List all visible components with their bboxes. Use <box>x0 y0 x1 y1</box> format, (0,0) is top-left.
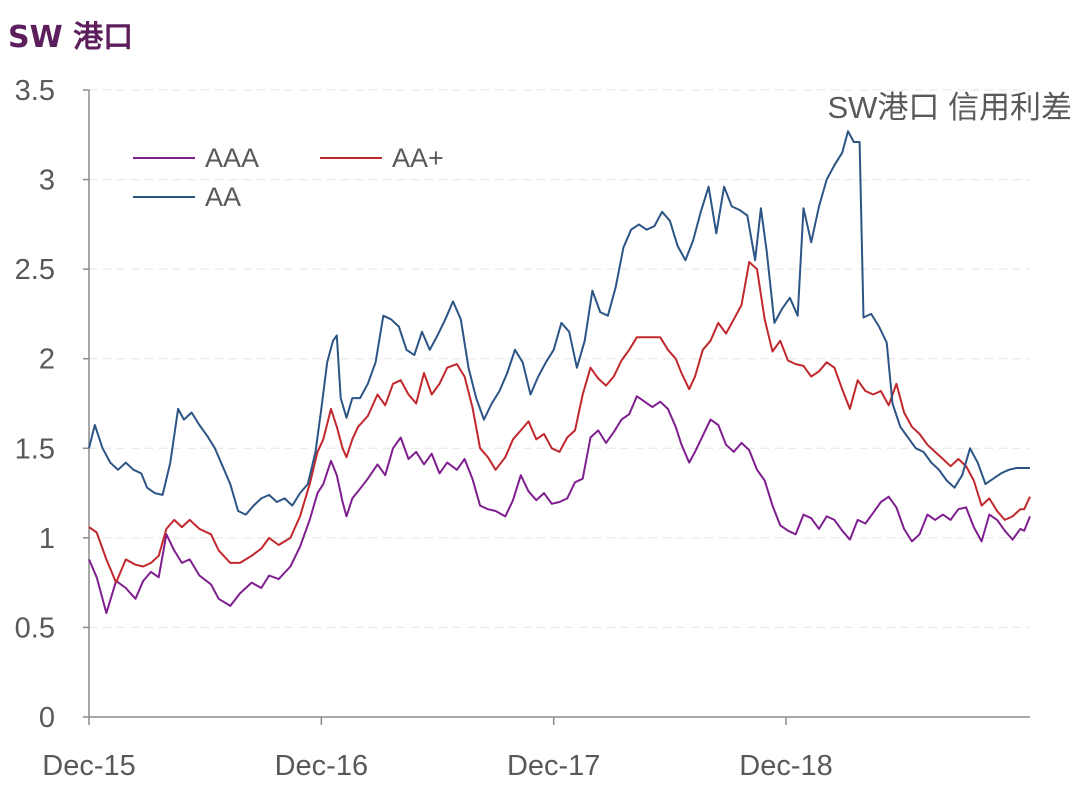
series-lines <box>88 130 1031 615</box>
page-title: SW 港口 <box>8 20 134 55</box>
x-tick-label: Dec-18 <box>739 750 833 782</box>
grid-lines <box>89 89 1030 628</box>
axes <box>88 90 1030 718</box>
legend-label: AA <box>205 182 241 212</box>
legend: AAA AA+ AA <box>133 143 444 212</box>
legend-label: AAA <box>205 143 259 173</box>
x-tick-label: Dec-15 <box>42 750 136 782</box>
legend-label: AA+ <box>392 143 444 173</box>
x-axis-ticks: Dec-15 Dec-16 Dec-17 Dec-18 <box>42 717 833 782</box>
series-line-aa-plus <box>88 261 1031 584</box>
y-tick-label: 0.5 <box>15 612 55 644</box>
series-line-aaa <box>88 395 1031 615</box>
y-tick-label: 2 <box>39 344 55 376</box>
y-tick-label: 1 <box>39 523 55 555</box>
chart-title: SW港口 信用利差 <box>827 90 1072 125</box>
y-tick-label: 0 <box>39 702 55 734</box>
x-tick-label: Dec-16 <box>275 750 369 782</box>
x-tick-label: Dec-17 <box>507 750 601 782</box>
series-line-aa <box>88 130 1030 516</box>
y-tick-label: 3 <box>39 165 55 197</box>
y-tick-label: 1.5 <box>15 433 55 465</box>
y-tick-label: 2.5 <box>15 254 55 286</box>
y-axis-ticks: 0 0.5 1 1.5 2 2.5 3 3.5 <box>15 75 89 734</box>
y-tick-label: 3.5 <box>15 75 55 107</box>
